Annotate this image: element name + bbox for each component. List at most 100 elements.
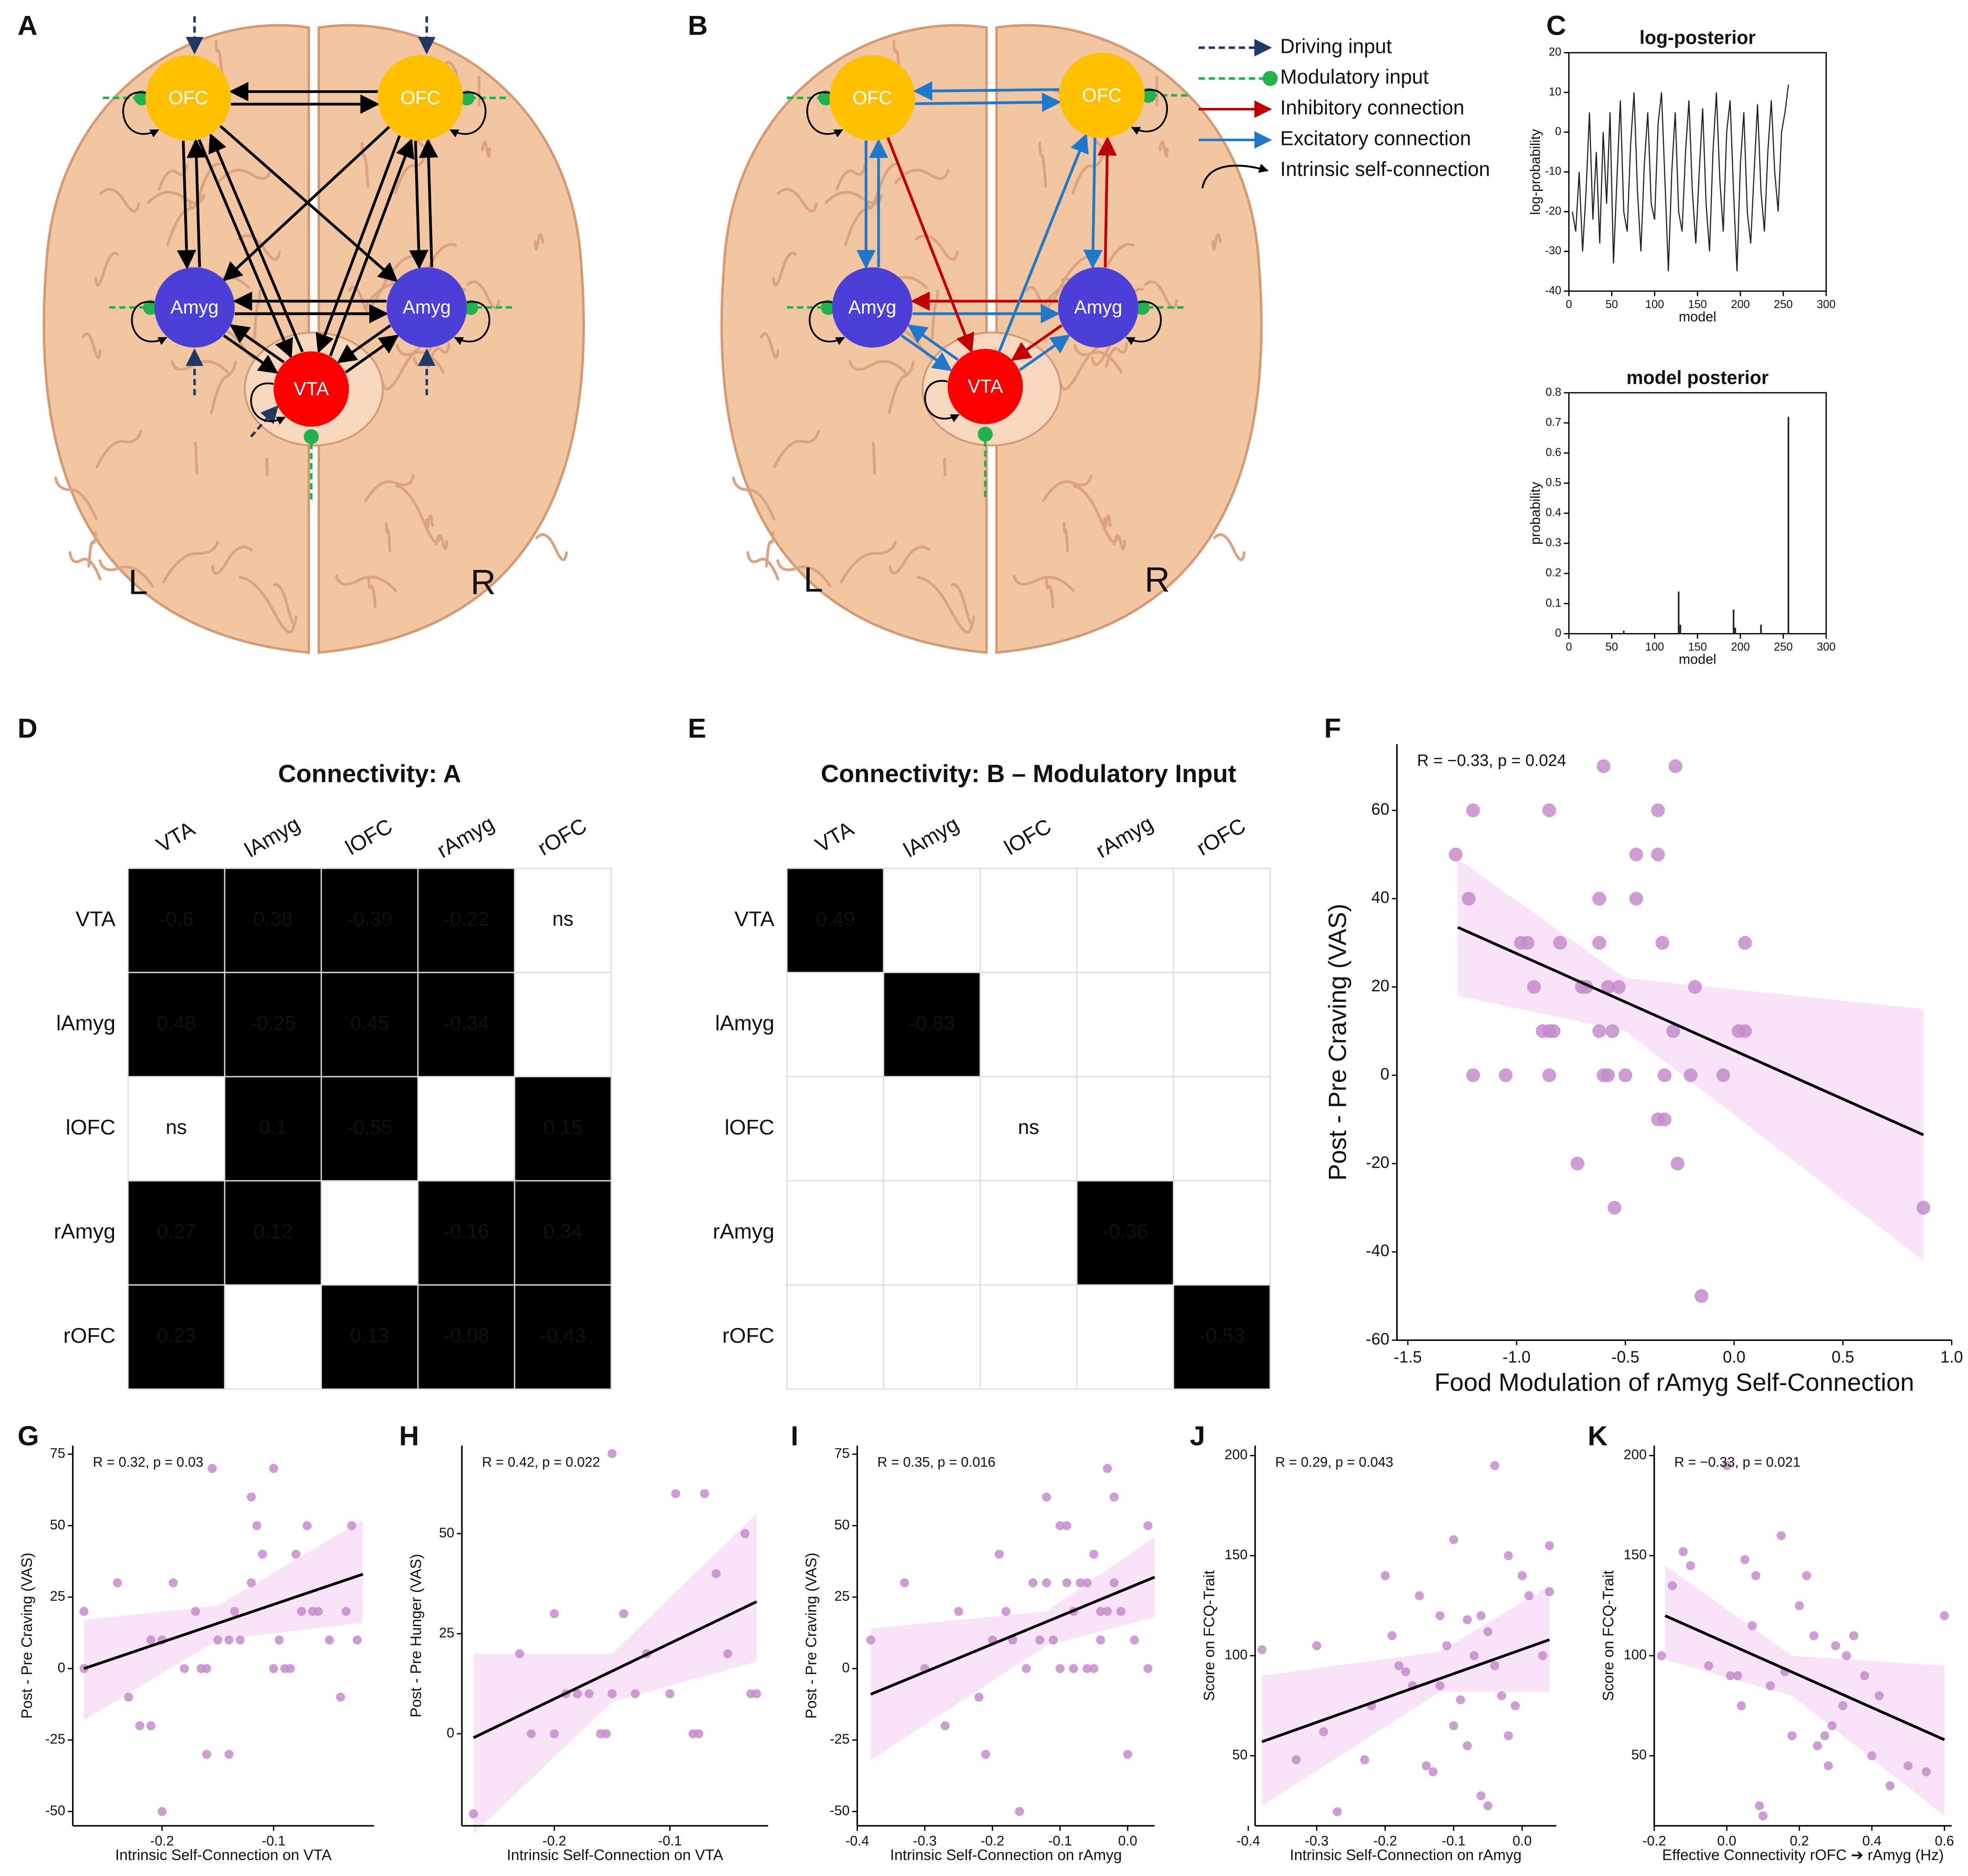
sulcus <box>1071 153 1104 195</box>
chart-title: model posterior <box>1627 367 1769 388</box>
x-tick-label: 0.2 <box>1790 1834 1809 1849</box>
x-tick-label: -0.1 <box>658 1834 682 1849</box>
cell <box>883 972 981 1077</box>
x-tick-label: 50 <box>1606 299 1618 311</box>
x-tick-label: 0.6 <box>1935 1834 1954 1849</box>
sulcus <box>238 576 295 634</box>
point <box>1143 1664 1153 1673</box>
y-tick-label: -40 <box>1366 1242 1389 1260</box>
x-tick-label: -0.4 <box>1236 1834 1260 1849</box>
point <box>1704 1661 1713 1670</box>
point <box>1428 1767 1438 1777</box>
point <box>1449 1535 1458 1544</box>
row-label: lOFC <box>725 1115 775 1139</box>
cell-label: -0.16 <box>444 1221 489 1243</box>
x-axis-label: Intrinsic Self-Connection on rAmyg <box>890 1846 1122 1863</box>
point <box>1015 1807 1024 1816</box>
point <box>1738 1024 1752 1038</box>
x-tick-label: 50 <box>1606 641 1618 654</box>
sulcus <box>211 546 253 575</box>
point <box>347 1521 356 1531</box>
fit-line <box>1261 1638 1550 1743</box>
self-connection <box>250 382 286 425</box>
point <box>1510 1701 1520 1711</box>
point <box>1538 1651 1547 1660</box>
point <box>1483 1801 1493 1810</box>
y-tick-label: 200 <box>1224 1448 1248 1463</box>
point <box>1592 1024 1606 1038</box>
point <box>1668 759 1683 773</box>
cell-label: 0.45 <box>350 1012 389 1035</box>
point <box>1387 1631 1397 1640</box>
cell <box>127 867 226 974</box>
point <box>671 1489 681 1498</box>
point <box>1686 1561 1695 1571</box>
cell-label: -0.25 <box>250 1012 296 1035</box>
sulcus <box>68 551 102 581</box>
x-tick-label: 100 <box>1645 641 1664 654</box>
sulcus <box>1063 521 1069 552</box>
cell-label: -0.36 <box>1102 1221 1148 1243</box>
connection <box>1083 138 1103 269</box>
point <box>1089 1550 1099 1559</box>
y-axis-label: Score on FCQ-Trait <box>1200 1570 1217 1701</box>
point <box>1657 1651 1666 1660</box>
point <box>1022 1664 1031 1673</box>
sulcus <box>360 142 370 188</box>
point <box>1747 1621 1757 1630</box>
point <box>1143 1521 1153 1531</box>
y-axis-label: probability <box>1528 481 1543 545</box>
sulcus <box>162 540 219 584</box>
point <box>1738 936 1752 950</box>
point <box>1922 1767 1931 1777</box>
point <box>1490 1461 1499 1470</box>
x-tick-label: 1.0 <box>1940 1348 1963 1366</box>
point <box>1123 1750 1132 1759</box>
point <box>1035 1635 1044 1645</box>
y-tick-label: -25 <box>830 1732 850 1747</box>
point <box>1001 1607 1011 1616</box>
node <box>829 55 915 141</box>
cell-label: 0.15 <box>543 1116 583 1139</box>
point <box>1503 1551 1513 1561</box>
node <box>145 55 231 141</box>
point <box>247 1578 256 1587</box>
point <box>135 1721 145 1731</box>
empty-cell <box>786 1284 884 1390</box>
point <box>1885 1781 1895 1790</box>
annotation: R = 0.29, p = 0.043 <box>1275 1455 1393 1470</box>
point <box>1736 1701 1746 1711</box>
connection <box>907 324 959 361</box>
point <box>1658 1068 1672 1082</box>
sulcus <box>87 531 97 568</box>
point <box>1291 1755 1301 1764</box>
point <box>1809 1631 1818 1640</box>
node-label: OFC <box>168 87 208 108</box>
fit-line <box>1457 926 1924 1136</box>
point <box>352 1635 362 1645</box>
row-label: VTA <box>76 907 116 931</box>
point <box>866 1635 875 1645</box>
point <box>1103 1464 1112 1473</box>
sulcus <box>746 551 780 581</box>
point <box>291 1550 301 1559</box>
cell <box>417 867 516 974</box>
x-tick-label: 0.0 <box>1723 1348 1746 1366</box>
y-tick-label: -50 <box>830 1804 850 1819</box>
sulcus <box>99 188 140 213</box>
y-tick-label: 50 <box>1632 1747 1647 1763</box>
panel-label: D <box>18 712 38 743</box>
connection <box>915 93 1062 112</box>
self-connection <box>806 91 843 138</box>
node <box>274 351 349 427</box>
point <box>1716 1068 1730 1082</box>
y-tick-label: 50 <box>50 1517 66 1532</box>
empty-cell <box>979 972 1078 1077</box>
x-tick-label: 0.0 <box>1717 1834 1736 1849</box>
point <box>235 1635 245 1645</box>
empty-cell <box>883 1180 981 1286</box>
cell-label: -0.83 <box>909 1012 955 1035</box>
row-label: rOFC <box>63 1324 115 1347</box>
point <box>302 1521 312 1531</box>
point <box>619 1609 628 1618</box>
